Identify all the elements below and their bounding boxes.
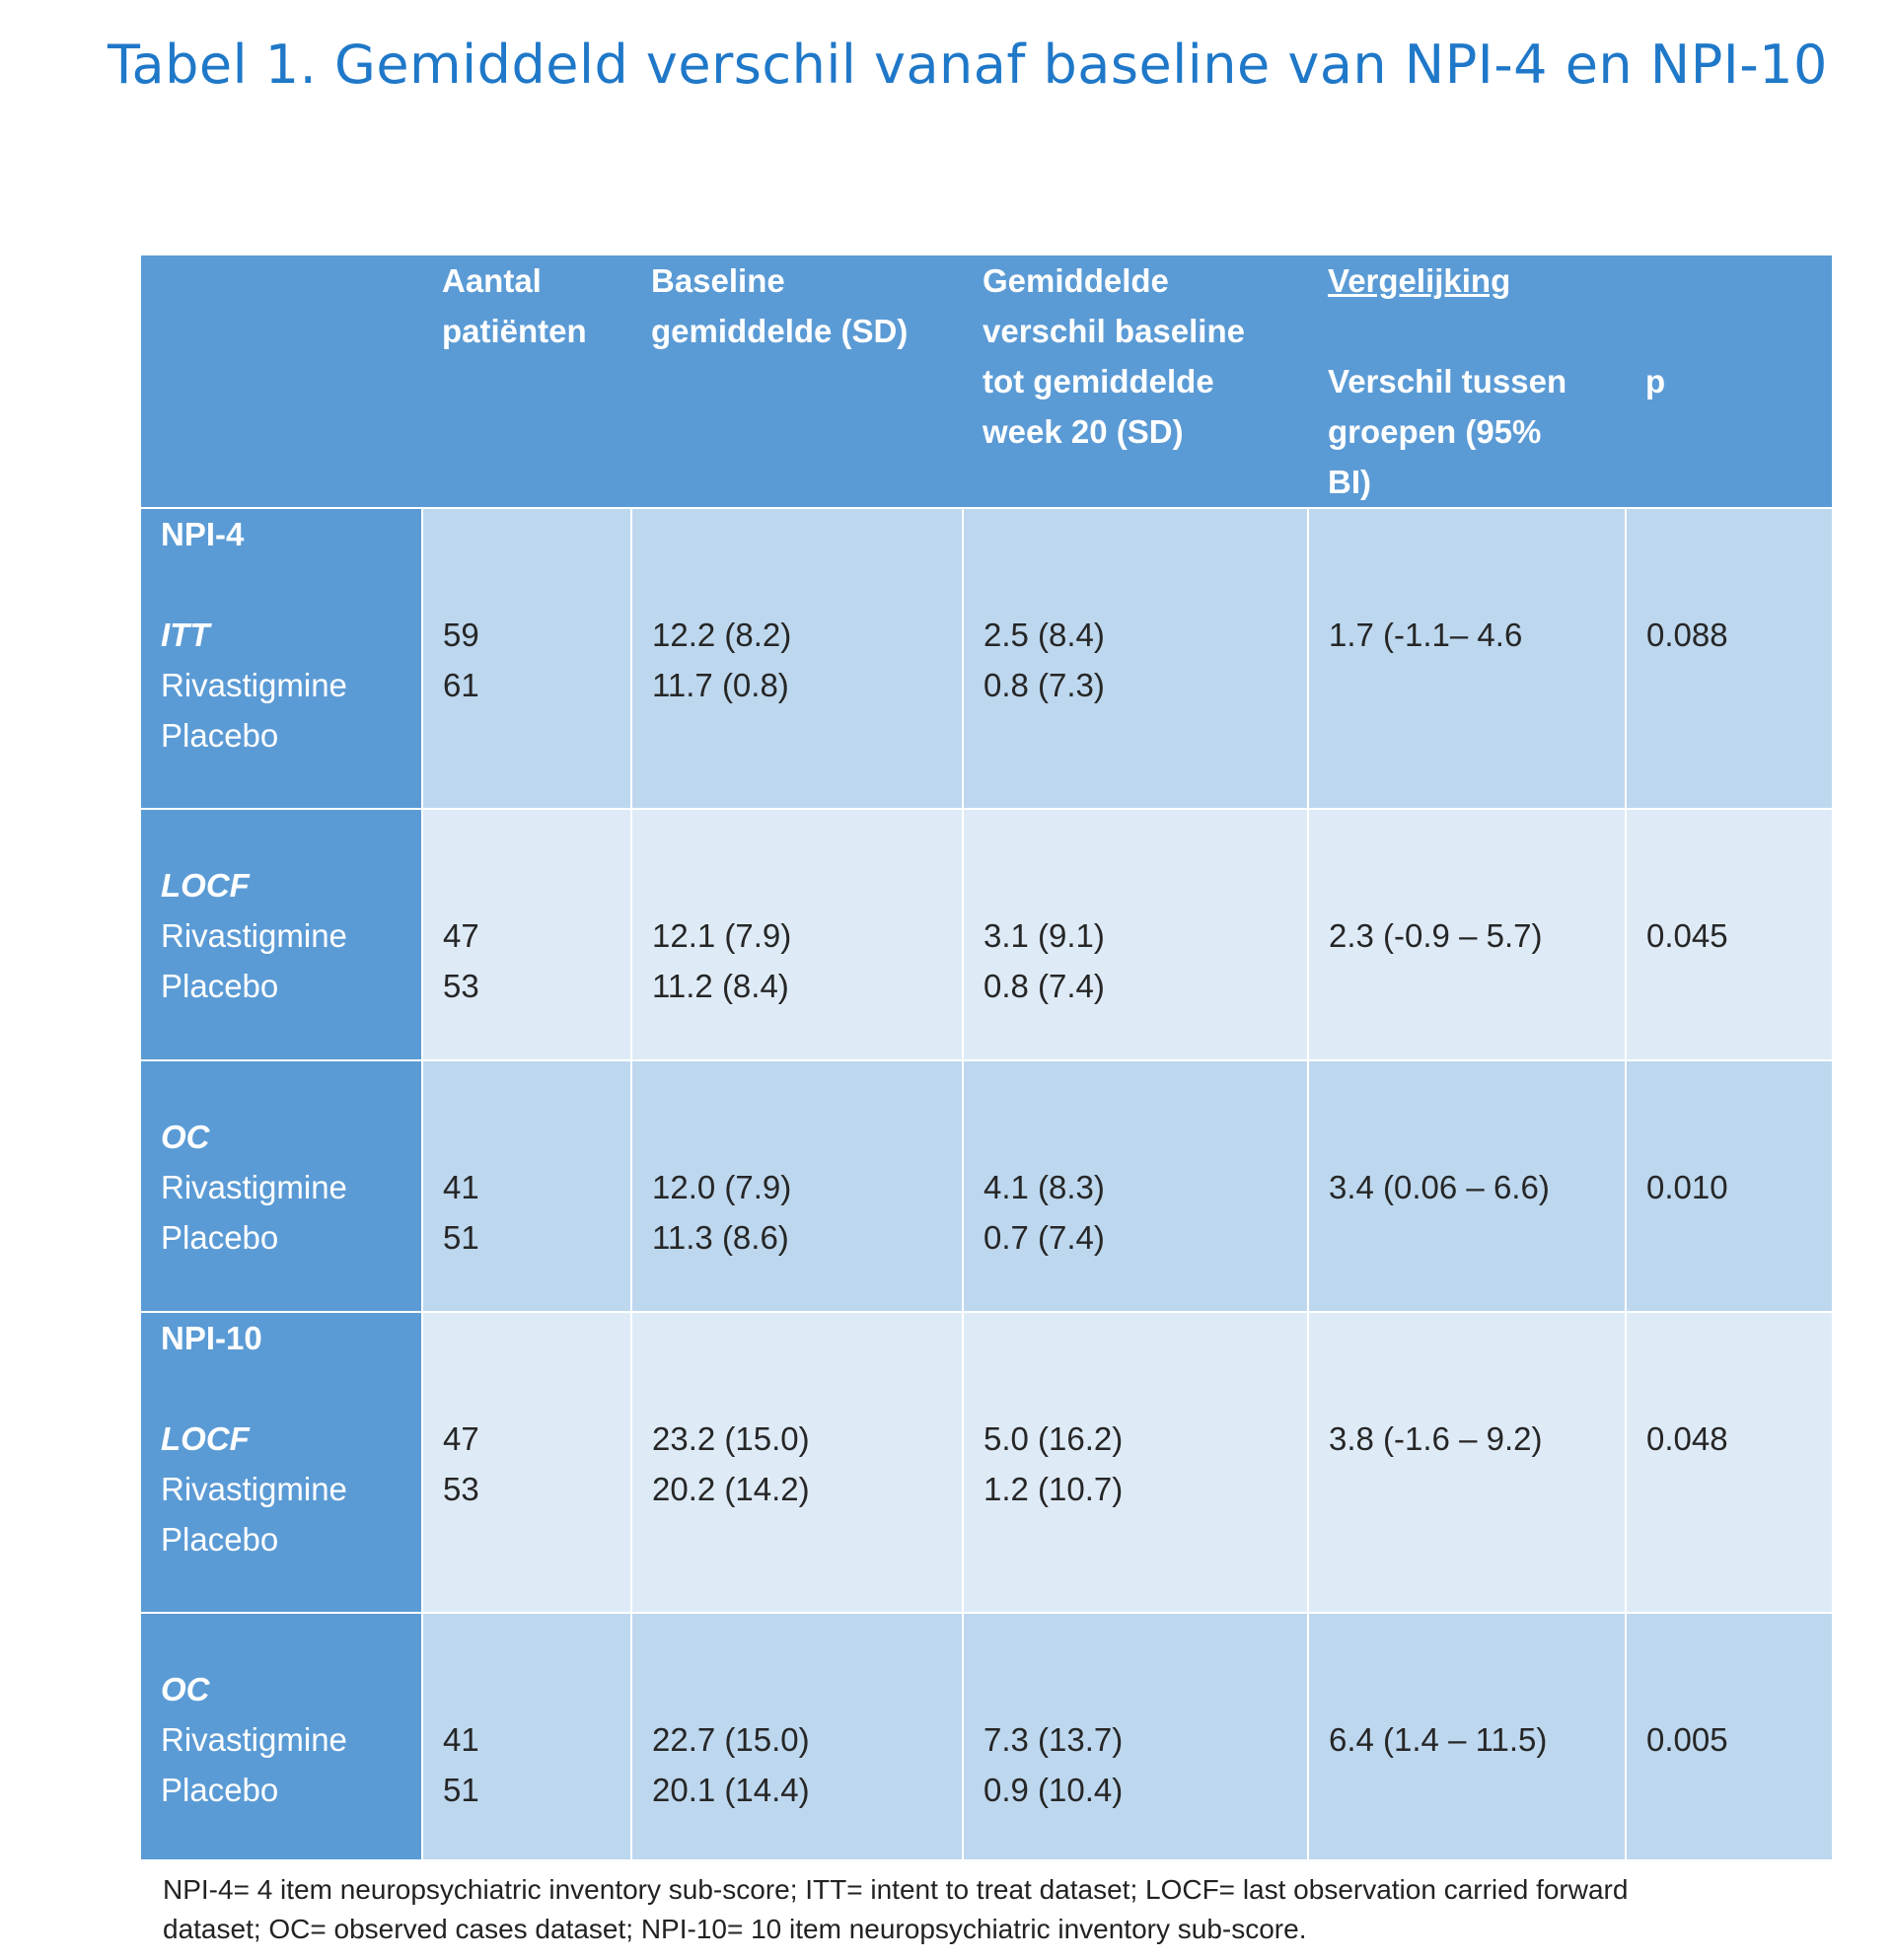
results-table-container: Aantal patiënten Baseline gemiddelde (SD… (141, 255, 1832, 1869)
group-label: NPI-10 (161, 1320, 262, 1356)
results-table: Aantal patiënten Baseline gemiddelde (SD… (141, 255, 1832, 1859)
cell-p: 0.088 (1625, 508, 1832, 809)
cell-baseline: 12.1 (7.9) 11.2 (8.4) (630, 809, 963, 1060)
dataset-label: ITT (161, 617, 210, 653)
dataset-label: OC (161, 1671, 210, 1707)
header-baseline: Baseline gemiddelde (SD) (631, 255, 963, 508)
row-label-cell: OC Rivastigmine Placebo (141, 1613, 422, 1859)
group-label: NPI-4 (161, 516, 245, 552)
header-gemiddelde-verschil: Gemiddelde verschil baseline tot gemidde… (963, 255, 1308, 508)
table-header-row: Aantal patiënten Baseline gemiddelde (SD… (141, 255, 1832, 508)
header-aantal-patienten: Aantal patiënten (422, 255, 631, 508)
cell-change: 2.5 (8.4) 0.8 (7.3) (962, 508, 1308, 809)
table-row: OC Rivastigmine Placebo 41 51 12.0 (7.9)… (141, 1060, 1832, 1312)
cell-baseline: 22.7 (15.0) 20.1 (14.4) (630, 1613, 963, 1859)
cell-change: 5.0 (16.2) 1.2 (10.7) (962, 1312, 1308, 1613)
header-empty (141, 255, 422, 508)
row-label-cell: LOCF Rivastigmine Placebo (141, 809, 422, 1060)
cell-change: 4.1 (8.3) 0.7 (7.4) (962, 1060, 1308, 1312)
dataset-label: LOCF (161, 1420, 250, 1457)
row-label-cell: NPI-10 LOCF Rivastigmine Placebo (141, 1312, 422, 1613)
cell-diff: 3.8 (-1.6 – 9.2) (1307, 1312, 1626, 1613)
dataset-label: LOCF (161, 867, 250, 904)
cell-n: 41 51 (421, 1613, 631, 1859)
cell-n: 47 53 (421, 809, 631, 1060)
header-p: p (1626, 255, 1832, 508)
cell-n: 47 53 (421, 1312, 631, 1613)
cell-diff: 1.7 (-1.1– 4.6 (1307, 508, 1626, 809)
cell-change: 7.3 (13.7) 0.9 (10.4) (962, 1613, 1308, 1859)
cell-n: 59 61 (421, 508, 631, 809)
dataset-label: OC (161, 1119, 210, 1155)
table-footnote: NPI-4= 4 item neuropsychiatric inventory… (163, 1874, 1629, 1944)
cell-baseline: 12.0 (7.9) 11.3 (8.6) (630, 1060, 963, 1312)
table-row: NPI-10 LOCF Rivastigmine Placebo 47 53 2… (141, 1312, 1832, 1613)
cell-diff: 2.3 (-0.9 – 5.7) (1307, 809, 1626, 1060)
table-row: NPI-4 ITT Rivastigmine Placebo 59 61 12.… (141, 508, 1832, 809)
header-vergelijking-label: Vergelijking (1328, 262, 1511, 299)
cell-baseline: 12.2 (8.2) 11.7 (0.8) (630, 508, 963, 809)
cell-p: 0.048 (1625, 1312, 1832, 1613)
table-row: OC Rivastigmine Placebo 41 51 22.7 (15.0… (141, 1613, 1832, 1859)
cell-p: 0.045 (1625, 809, 1832, 1060)
cell-diff: 3.4 (0.06 – 6.6) (1307, 1060, 1626, 1312)
row-label-cell: OC Rivastigmine Placebo (141, 1060, 422, 1312)
table-title: Tabel 1. Gemiddeld verschil vanaf baseli… (108, 34, 1828, 96)
cell-change: 3.1 (9.1) 0.8 (7.4) (962, 809, 1308, 1060)
header-vergelijking: Vergelijking Verschil tussen groepen (95… (1308, 255, 1626, 508)
cell-n: 41 51 (421, 1060, 631, 1312)
table-row: LOCF Rivastigmine Placebo 47 53 12.1 (7.… (141, 809, 1832, 1060)
cell-p: 0.005 (1625, 1613, 1832, 1859)
cell-baseline: 23.2 (15.0) 20.2 (14.2) (630, 1312, 963, 1613)
cell-p: 0.010 (1625, 1060, 1832, 1312)
row-label-cell: NPI-4 ITT Rivastigmine Placebo (141, 508, 422, 809)
cell-diff: 6.4 (1.4 – 11.5) (1307, 1613, 1626, 1859)
